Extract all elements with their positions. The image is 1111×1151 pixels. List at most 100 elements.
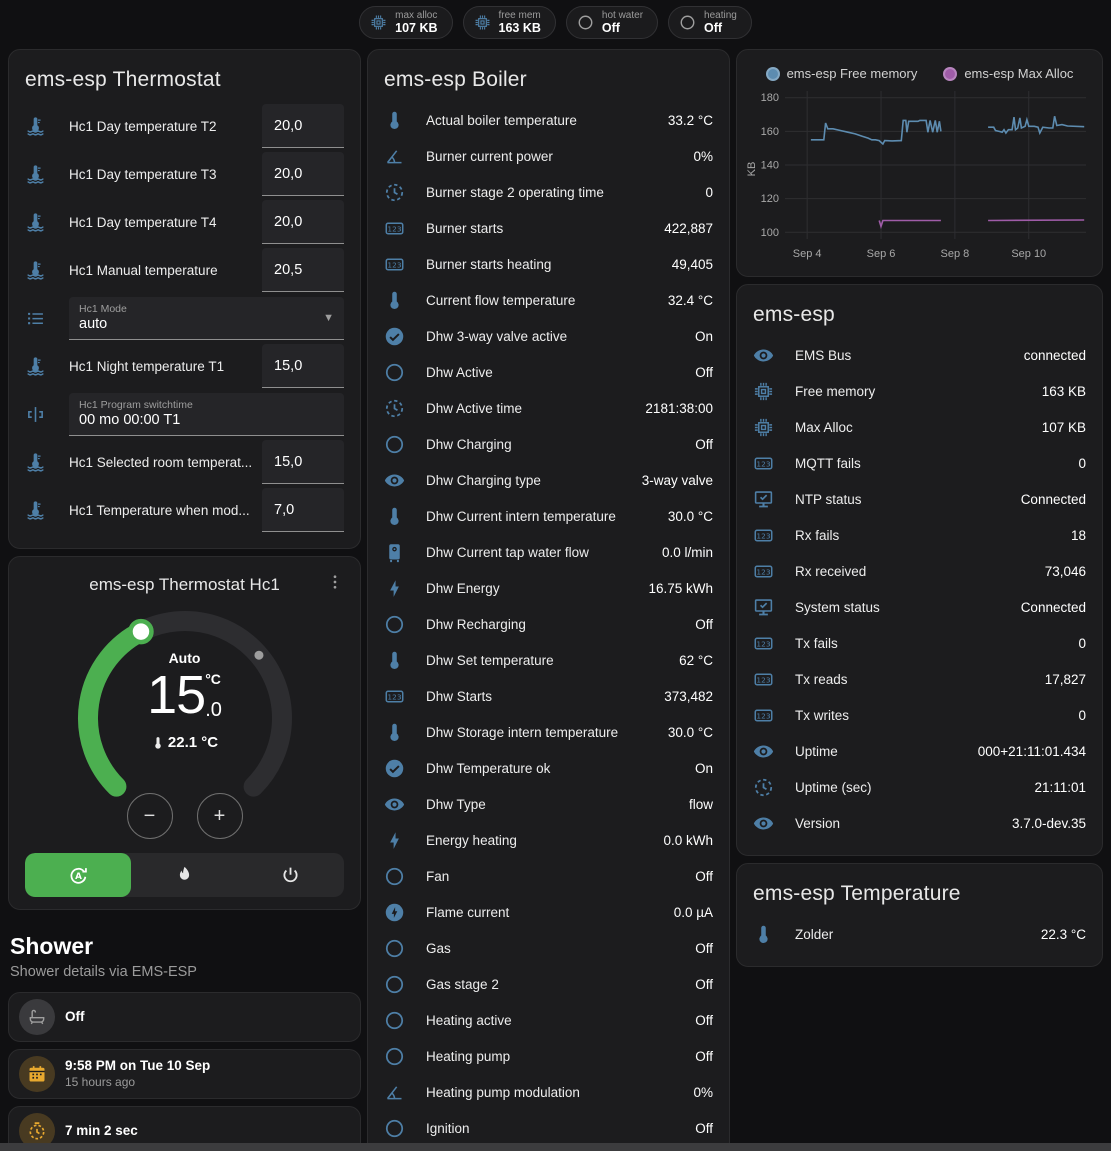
entity-row[interactable]: Burner current power 0%	[384, 138, 713, 174]
bottom-strip	[0, 1143, 1111, 1151]
number-input[interactable]: 15,0	[262, 344, 345, 388]
entity-row[interactable]: Dhw Recharging Off	[384, 606, 713, 642]
number-input[interactable]: 20,5	[262, 248, 345, 292]
number-input[interactable]: 7,0	[262, 488, 345, 532]
entity-value: 21:11:01	[1034, 779, 1086, 795]
memory-chart-card: ems-esp Free memory ems-esp Max Alloc 100…	[736, 49, 1103, 277]
entity-row[interactable]: Dhw 3-way valve active On	[384, 318, 713, 354]
series-line	[988, 219, 1085, 222]
memory-icon	[753, 381, 787, 402]
mode-button-thermostat-auto[interactable]: A	[25, 853, 132, 897]
svg-text:123: 123	[756, 675, 770, 684]
entity-row[interactable]: 123 Tx reads 17,827	[753, 661, 1086, 697]
entity-row[interactable]: 123 Rx received 73,046	[753, 553, 1086, 589]
counter-icon: 123	[384, 254, 418, 275]
entity-row[interactable]: 123 Dhw Starts 373,482	[384, 678, 713, 714]
entity-value: 0	[1078, 635, 1086, 651]
entity-row[interactable]: 123 Tx fails 0	[753, 625, 1086, 661]
entity-row[interactable]: Energy heating 0.0 kWh	[384, 822, 713, 858]
entity-row[interactable]: Current flow temperature 32.4 °C	[384, 282, 713, 318]
shower-tile[interactable]: 7 min 2 sec	[8, 1106, 362, 1143]
entity-row[interactable]: Flame current 0.0 µA	[384, 894, 713, 930]
entity-row[interactable]: Gas stage 2 Off	[384, 966, 713, 1002]
entity-row[interactable]: Max Alloc 107 KB	[753, 409, 1086, 445]
entity-row[interactable]: Dhw Active time 2181:38:00	[384, 390, 713, 426]
number-input[interactable]: 20,0	[262, 152, 345, 196]
entity-label: Dhw Current tap water flow	[426, 544, 589, 560]
entity-row[interactable]: Heating pump Off	[384, 1038, 713, 1074]
dots-vertical-icon[interactable]	[326, 573, 344, 596]
mode-button-fire[interactable]	[131, 853, 237, 897]
entity-value: Connected	[1020, 491, 1086, 507]
memory-icon	[474, 14, 491, 31]
entity-value: Off	[695, 1120, 713, 1136]
legend-label: ems-esp Free memory	[786, 66, 918, 81]
entity-row[interactable]: 123 Burner starts heating 49,405	[384, 246, 713, 282]
entity-row[interactable]: Burner stage 2 operating time 0	[384, 174, 713, 210]
entity-row[interactable]: Free memory 163 KB	[753, 373, 1086, 409]
thermostat-row: Hc1 Mode auto ▼	[25, 294, 345, 342]
entity-row[interactable]: Fan Off	[384, 858, 713, 894]
entity-row[interactable]: 123 Burner starts 422,887	[384, 210, 713, 246]
entity-row[interactable]: Dhw Charging type 3-way valve	[384, 462, 713, 498]
temp-increase-button[interactable]: +	[196, 793, 243, 839]
entity-row[interactable]: Dhw Temperature ok On	[384, 750, 713, 786]
badge-free-mem[interactable]: free mem 163 KB	[462, 6, 556, 39]
entity-row[interactable]: 123 MQTT fails 0	[753, 445, 1086, 481]
shower-tile[interactable]: 9:58 PM on Tue 10 Sep 15 hours ago	[8, 1049, 362, 1099]
text-input[interactable]: Hc1 Program switchtime 00 mo 00:00 T1	[69, 392, 345, 436]
entity-row[interactable]: Dhw Active Off	[384, 354, 713, 390]
number-input[interactable]: 15,0	[262, 440, 345, 484]
number-input[interactable]: 20,0	[262, 104, 345, 148]
badge-max-alloc[interactable]: max alloc 107 KB	[359, 6, 453, 39]
svg-text:180: 180	[761, 92, 779, 104]
entity-row[interactable]: Dhw Storage intern temperature 30.0 °C	[384, 714, 713, 750]
entity-row[interactable]: Dhw Energy 16.75 kWh	[384, 570, 713, 606]
thermostat-dial[interactable]	[35, 598, 335, 836]
thermometer-icon	[151, 736, 165, 750]
entity-row[interactable]: Uptime (sec) 21:11:01	[753, 769, 1086, 805]
entity-row[interactable]: Version 3.7.0-dev.35	[753, 805, 1086, 841]
shower-tile[interactable]: Off	[8, 992, 362, 1042]
entity-row[interactable]: Dhw Set temperature 62 °C	[384, 642, 713, 678]
field-label: Hc1 Mode	[79, 302, 127, 315]
number-input[interactable]: 20,0	[262, 200, 345, 244]
entity-row[interactable]: Dhw Type flow	[384, 786, 713, 822]
svg-text:120: 120	[761, 193, 779, 205]
eye-icon	[753, 345, 787, 366]
entity-row[interactable]: Uptime 000+21:11:01.434	[753, 733, 1086, 769]
entity-value: flow	[688, 796, 713, 812]
entity-row[interactable]: Heating pump modulation 0%	[384, 1074, 713, 1110]
thermometer-icon	[384, 722, 418, 743]
temperature-card: ems-esp Temperature Zolder 22.3 °C	[736, 863, 1103, 967]
entity-row[interactable]: Dhw Charging Off	[384, 426, 713, 462]
temp-decrease-button[interactable]: −	[126, 793, 173, 839]
svg-text:Sep 8: Sep 8	[941, 248, 970, 260]
entity-row[interactable]: Actual boiler temperature 33.2 °C	[384, 102, 713, 138]
row-label: Hc1 Day temperature T2	[69, 118, 217, 134]
entity-label: EMS Bus	[795, 347, 852, 363]
entity-value: 0%	[693, 148, 713, 164]
badge-hot-water[interactable]: hot water Off	[565, 6, 659, 39]
entity-row[interactable]: Dhw Current tap water flow 0.0 l/min	[384, 534, 713, 570]
mode-select[interactable]: Hc1 Mode auto ▼	[69, 296, 345, 340]
legend-item[interactable]: ems-esp Free memory	[765, 66, 918, 81]
entity-row[interactable]: 123 Tx writes 0	[753, 697, 1086, 733]
entity-row[interactable]: Ignition Off	[384, 1110, 713, 1143]
entity-value: 0%	[693, 1084, 713, 1100]
entity-row[interactable]: Gas Off	[384, 930, 713, 966]
counter-icon: 123	[384, 218, 418, 239]
entity-value: 0	[1078, 707, 1086, 723]
entity-row[interactable]: Heating active Off	[384, 1002, 713, 1038]
mode-button-power[interactable]	[238, 853, 344, 897]
entity-row[interactable]: Dhw Current intern temperature 30.0 °C	[384, 498, 713, 534]
entity-row[interactable]: EMS Bus connected	[753, 337, 1086, 373]
legend-item[interactable]: ems-esp Max Alloc	[943, 66, 1073, 81]
entity-row[interactable]: 123 Rx fails 18	[753, 517, 1086, 553]
entity-row[interactable]: NTP status Connected	[753, 481, 1086, 517]
entity-row[interactable]: System status Connected	[753, 589, 1086, 625]
entity-row[interactable]: Zolder 22.3 °C	[753, 916, 1086, 952]
badge-heating[interactable]: heating Off	[668, 6, 752, 39]
svg-text:Sep 10: Sep 10	[1011, 248, 1046, 260]
entity-label: Dhw Charging type	[426, 472, 541, 488]
